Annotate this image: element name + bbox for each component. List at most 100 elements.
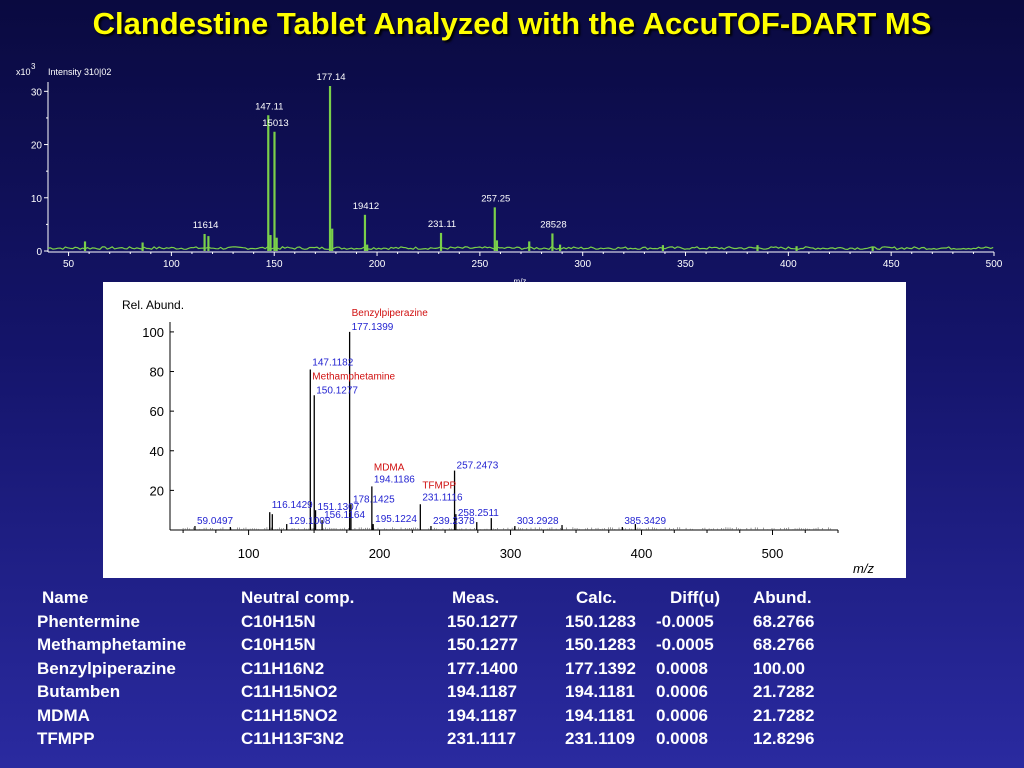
peak-annotation: MDMA	[374, 463, 405, 474]
x-tick-label: 500	[986, 259, 1003, 270]
peak-annotation: 258.2511	[458, 508, 499, 519]
table-cell: C11H15NO2	[241, 682, 338, 701]
table-cell: C11H13F3N2	[241, 729, 345, 748]
peak-label: 177.14	[317, 72, 346, 83]
table-cell: C11H15NO2	[241, 705, 338, 725]
peak-annotation: 239.2378	[433, 516, 475, 527]
peak-annotation: 303.2928	[517, 516, 559, 527]
peak-label: 257.25	[481, 193, 510, 204]
table-header-cell: Calc.	[576, 588, 617, 607]
table-cell: C10H15N	[241, 635, 316, 654]
peak-annotation: 156.1164	[324, 510, 365, 521]
peak-annotation: 129.1008	[289, 516, 331, 527]
y-tick-label: 80	[150, 365, 164, 380]
table-cell: 150.1283	[565, 611, 636, 631]
peak-label: 11614	[193, 220, 219, 231]
bottom-spectrum-chart: Rel. Abund. m/z 20 40 60 80 100 100 200 300 400 500…	[122, 298, 874, 576]
table-cell: TFMPP	[37, 729, 95, 748]
table-cell: 0.0008	[656, 658, 708, 678]
peak-annotation: Benzylpiperazine	[352, 308, 429, 319]
peak-annotation: 195.1224	[375, 514, 417, 525]
peak-annotation: 147.1182	[312, 358, 353, 369]
table-cell: Phentermine	[37, 611, 140, 631]
table-cell: 194.1187	[447, 682, 517, 701]
y-exponent: 3	[31, 62, 36, 71]
peak-annotation: 116.1429	[272, 500, 313, 511]
y-tick-label: 10	[31, 194, 43, 205]
y-tick-label: 60	[150, 404, 164, 419]
y-tick-label: 100	[142, 325, 164, 340]
table-cell: Butamben	[37, 682, 121, 701]
peak-annotation: 194.1186	[374, 474, 415, 485]
top-spectrum-chart: 0 10 20 30 50 100 150 200 250 300 350 400 450 500 x103…	[16, 62, 1003, 282]
x-tick-label: 450	[883, 259, 900, 270]
x-tick-label: 100	[238, 546, 260, 561]
table-header-cell: Meas.	[452, 588, 500, 607]
table-cell: 21.7282	[753, 705, 815, 725]
table-cell: C10H15N	[241, 611, 316, 631]
table-cell: 177.1400	[447, 658, 518, 678]
table-cell: 150.1277	[447, 635, 518, 654]
table-cell: 194.1181	[565, 682, 635, 701]
peak-label: 19412	[353, 201, 379, 212]
table-cell: 0.0006	[656, 705, 708, 725]
table-cell: Methamphetamine	[37, 635, 187, 654]
peak-annotation: 257.2473	[457, 461, 499, 472]
table-cell: 0.0008	[656, 729, 708, 748]
table-header-cell: Neutral comp.	[241, 588, 355, 607]
x-tick-label: 400	[631, 546, 653, 561]
compound-table: Name Neutral comp. Meas. Calc. Diff(u) Abund.…	[0, 588, 1024, 758]
peak-annotation: 231.1116	[422, 492, 463, 503]
table-cell: Benzylpiperazine	[37, 658, 176, 678]
peak-annotation: 151.1307	[318, 502, 360, 513]
table-header-cell: Name	[42, 588, 89, 607]
peak-label: 147.11	[255, 101, 283, 112]
table-cell: 150.1283	[565, 635, 636, 654]
y-tick-label: 20	[31, 141, 43, 152]
peak-annotation: Methamphetamine	[312, 371, 395, 382]
table-cell: 12.8296	[753, 729, 815, 748]
table-cell: MDMA	[37, 705, 90, 725]
peak-label: 231.11	[428, 219, 456, 230]
x-tick-label: 250	[472, 259, 489, 270]
table-cell: 0.0006	[656, 682, 708, 701]
table-cell: 194.1181	[565, 705, 635, 725]
peak-annotation: 59.0497	[197, 516, 234, 527]
peak-label: 28528	[540, 219, 566, 230]
x-tick-label: 50	[63, 259, 75, 270]
x-tick-label: 150	[266, 259, 283, 270]
peak-annotation: TFMPP	[422, 480, 456, 491]
y-exponent-label: x10	[16, 67, 31, 77]
table-cell: 231.1109	[565, 729, 635, 748]
x-tick-label: 350	[677, 259, 694, 270]
table-cell: -0.0005	[656, 611, 714, 631]
table-cell: 150.1277	[447, 611, 518, 631]
table-cell: 231.1117	[447, 729, 517, 748]
table-cell: C11H16N2	[241, 658, 325, 678]
x-axis-label: m/z	[514, 277, 527, 282]
bottom-spectrum-panel: Rel. Abund. m/z 20 40 60 80 100 100 200 300 400 500…	[103, 282, 906, 578]
peak-annotation: 150.1277	[316, 385, 358, 396]
table-cell: 68.2766	[753, 611, 815, 631]
table-cell: 68.2766	[753, 635, 815, 654]
peak-label: 15013	[262, 118, 288, 129]
slide-title: Clandestine Tablet Analyzed with the Acc…	[92, 6, 932, 41]
y-tick-label: 40	[150, 444, 164, 459]
table-cell: -0.0005	[656, 635, 714, 654]
x-tick-label: 300	[574, 259, 591, 270]
peak-annotation: 385.3429	[624, 516, 666, 527]
peak-annotation: 178.1425	[353, 494, 395, 505]
y-tick-label: 0	[36, 247, 42, 258]
y-tick-label: 30	[31, 87, 43, 98]
table-cell: 100.00	[753, 658, 805, 678]
y-tick-label: 20	[150, 483, 164, 498]
table-cell: 21.7282	[753, 682, 815, 701]
table-header-cell: Diff(u)	[670, 588, 721, 607]
table-header-cell: Abund.	[753, 588, 812, 607]
intensity-label: Intensity 310|02	[48, 67, 111, 77]
x-tick-label: 200	[369, 546, 391, 561]
table-cell: 177.1392	[565, 658, 636, 678]
x-tick-label: 500	[762, 546, 784, 561]
peak-annotation: 177.1399	[352, 322, 394, 333]
y-axis-label: Rel. Abund.	[122, 298, 184, 312]
